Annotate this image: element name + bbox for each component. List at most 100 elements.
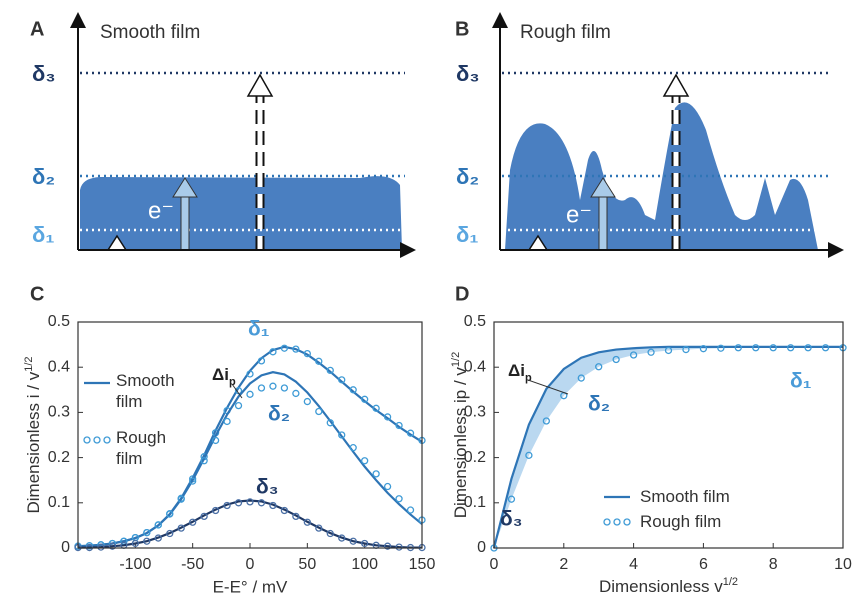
data-point — [177, 495, 185, 503]
data-point — [166, 529, 174, 538]
data-point — [246, 390, 254, 398]
panel-letter: A — [30, 18, 44, 40]
data-point — [821, 344, 830, 352]
x-tick-label: 0 — [246, 556, 255, 573]
legend-swatch — [93, 436, 101, 444]
curve-label: δ₃ — [256, 476, 278, 499]
data-point — [338, 431, 346, 439]
axis-label: Dimensionless ip / v1/2 — [450, 352, 471, 518]
data-point — [143, 528, 151, 537]
data-point — [629, 351, 638, 359]
level-label: δ₂ — [456, 164, 479, 189]
panel-a: A Smooth film δ₃ δ₂ δ₁ e⁻ — [30, 12, 416, 258]
label-text: Dimensionless v — [599, 577, 723, 596]
arrow — [172, 177, 198, 198]
level-label: δ₁ — [456, 222, 478, 247]
data-point — [349, 444, 357, 452]
x-tick-label: 8 — [769, 556, 778, 573]
level-label: δ₃ — [32, 61, 56, 86]
axis-label: Dimensionless i / v1/2 — [23, 356, 44, 513]
arrow — [590, 177, 616, 198]
data-point — [200, 457, 208, 465]
data-point — [577, 374, 585, 382]
level-label: δ₁ — [32, 222, 54, 247]
data-point — [395, 421, 403, 430]
y-tick-label: 0.4 — [464, 358, 486, 375]
data-point — [246, 370, 254, 378]
data-point — [97, 543, 105, 551]
legend-swatch — [623, 518, 631, 526]
data-point — [361, 457, 369, 465]
data-point — [787, 344, 795, 352]
panel-letter: C — [30, 283, 44, 305]
curve-label: δ₂ — [268, 403, 290, 426]
data-point — [338, 376, 346, 384]
axis-label: Dimensionless v1/2 — [599, 576, 738, 597]
legend-label: Rough film — [116, 428, 167, 468]
y-tick-label: 0.2 — [464, 449, 486, 466]
data-point — [769, 344, 777, 352]
data-point — [303, 397, 311, 406]
data-point — [211, 436, 220, 445]
data-point — [612, 355, 620, 364]
arrow — [662, 73, 690, 97]
arrow — [598, 195, 608, 251]
data-point — [315, 407, 323, 416]
data-point — [166, 510, 174, 518]
electron-label: e⁻ — [148, 197, 174, 224]
data-point — [664, 346, 673, 355]
data-point — [303, 518, 311, 526]
data-point — [269, 501, 277, 510]
panel-b: B Rough film δ₃ δ₂ δ₁ e⁻ — [455, 12, 844, 258]
y-tick-label: 0.1 — [48, 494, 70, 511]
legend-swatch — [613, 518, 621, 526]
y-tick-label: 0.4 — [48, 358, 70, 375]
data-point — [189, 477, 197, 485]
data-point — [154, 534, 162, 542]
data-point — [292, 389, 300, 398]
data-point — [383, 542, 392, 550]
annotation: Δip — [212, 365, 236, 387]
data-point — [280, 384, 289, 392]
arrow — [180, 195, 190, 251]
legend-swatch — [103, 436, 111, 444]
y-tick-label: 0.5 — [464, 313, 486, 330]
data-point — [507, 495, 516, 503]
data-point — [154, 521, 162, 529]
smooth-film — [80, 176, 402, 250]
data-point — [326, 366, 334, 375]
label-sup: 1/2 — [723, 576, 738, 588]
legend-swatch — [83, 436, 91, 444]
data-point — [211, 506, 220, 515]
x-tick-label: 100 — [351, 556, 378, 573]
panel-title: Rough film — [520, 22, 611, 43]
x-tick-label: 4 — [629, 556, 638, 573]
data-point — [315, 524, 323, 532]
data-point — [257, 499, 266, 507]
electron-label: e⁻ — [566, 201, 592, 228]
data-point — [143, 537, 151, 545]
data-point — [234, 499, 243, 507]
x-tick-label: 0 — [490, 556, 499, 573]
data-point — [108, 542, 117, 550]
legend-swatch — [603, 518, 611, 526]
curve-label: δ₁ — [790, 370, 811, 393]
data-point — [361, 539, 369, 548]
level-label: δ₂ — [32, 164, 55, 189]
label-sup: 1/2 — [23, 356, 35, 371]
data-point — [223, 501, 231, 510]
annotation-text: Δi — [212, 365, 229, 384]
data-point — [699, 345, 708, 353]
data-point — [280, 344, 289, 352]
curve-label: δ₃ — [500, 508, 522, 531]
leader-line — [527, 379, 569, 395]
data-point — [246, 498, 254, 506]
data-point — [406, 506, 415, 514]
x-tick-label: 50 — [298, 556, 316, 573]
data-point — [269, 382, 277, 390]
x-tick-label: -100 — [119, 556, 151, 573]
curve-label: δ₁ — [248, 318, 269, 341]
x-tick-label: 2 — [559, 556, 568, 573]
arrow — [246, 73, 274, 97]
